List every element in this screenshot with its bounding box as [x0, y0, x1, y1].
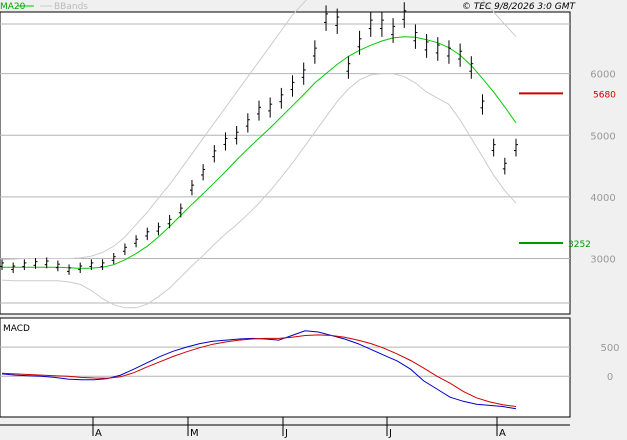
- price-panel: [0, 11, 571, 315]
- macd-y-tick-label: 0: [607, 372, 613, 383]
- bbands-lower-line: [1, 73, 517, 309]
- price-y-tick-label: 3000: [590, 255, 615, 266]
- ma20-line: [2, 36, 517, 269]
- x-tick-label: M: [190, 428, 199, 439]
- macd-signal-line: [1, 334, 517, 407]
- copyright-text: © TEC 9/8/2026 3:0 GMT: [462, 2, 577, 12]
- x-tick-label: J: [284, 428, 288, 439]
- resistance-label: 5680: [593, 90, 616, 100]
- ma20-legend-label: MA20: [0, 2, 26, 12]
- x-tick-label: A: [95, 428, 102, 439]
- bbands-legend-label: BBands: [54, 2, 88, 12]
- grid-layer: [0, 23, 570, 377]
- x-tick-label: J: [388, 428, 392, 439]
- price-y-tick-label: 6000: [590, 70, 615, 81]
- price-y-tick-label: 4000: [590, 193, 615, 204]
- series-layer: [0, 0, 518, 410]
- macd-panel-title: MACD: [3, 324, 30, 334]
- macd-panel: [0, 317, 571, 418]
- x-tick-label: A: [499, 428, 506, 439]
- bbands-upper-line: [1, 0, 517, 261]
- price-y-tick-label: 5000: [590, 131, 615, 142]
- support-label: 3252: [568, 240, 591, 250]
- macd-y-tick-label: 500: [600, 343, 619, 354]
